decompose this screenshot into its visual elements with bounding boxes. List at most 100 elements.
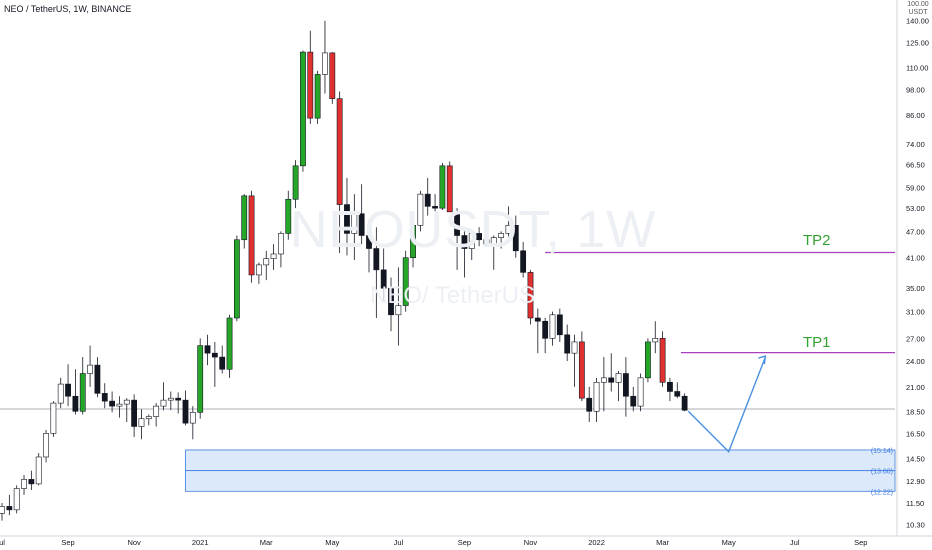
candle-body [211, 352, 218, 358]
candle [622, 357, 629, 417]
candle [109, 391, 115, 413]
candle-body [314, 74, 321, 119]
candle [21, 474, 27, 495]
candle-body [131, 399, 138, 427]
candle [43, 429, 49, 463]
candle-body [395, 305, 402, 316]
candle-body [674, 391, 681, 397]
candle-body [167, 397, 174, 401]
candle-body [439, 165, 446, 209]
price-tick-label: 35.00 [906, 284, 925, 293]
candle-body [43, 433, 49, 458]
support-zone-label: (13.60) [871, 469, 893, 476]
candle [189, 406, 196, 440]
candle-body [160, 399, 167, 407]
price-tick-label: 47.00 [906, 227, 925, 236]
candle [79, 357, 86, 415]
price-axis-unit: 100.00 USDT [906, 1, 930, 17]
candle-body [461, 235, 468, 249]
support-zone-label: (15.14) [871, 448, 893, 455]
time-tick-label: May [325, 538, 339, 547]
candle-body [226, 317, 233, 370]
price-tick-label: 18.50 [906, 407, 925, 416]
candle-body [388, 287, 394, 316]
price-tick-label: 110.00 [906, 63, 928, 72]
candle-body [94, 364, 101, 394]
candle-body [637, 377, 644, 407]
candle-body [123, 399, 130, 405]
candle [424, 177, 431, 216]
price-tick-label: 14.50 [906, 454, 925, 463]
price-tick-label: 125.00 [906, 39, 929, 48]
candles [0, 20, 688, 521]
candle [498, 231, 505, 249]
candle-body [233, 239, 240, 319]
price-tick-label: 21.00 [906, 383, 925, 392]
candle [211, 341, 218, 387]
candle [300, 50, 306, 172]
candle [534, 308, 541, 354]
time-tick-label: 2021 [192, 538, 209, 547]
candle [674, 382, 681, 399]
candle [72, 369, 79, 415]
candle-body [366, 235, 372, 249]
candle-body [329, 52, 336, 99]
candle [233, 235, 240, 322]
price-tick-label: 41.00 [906, 254, 925, 263]
candle [65, 364, 71, 407]
projection-arrowhead [758, 355, 767, 365]
candle-body [248, 195, 255, 276]
time-tick-label: May [722, 538, 736, 547]
time-tick-label: Nov [524, 538, 538, 547]
candle [490, 235, 497, 270]
candle-body [79, 373, 86, 412]
price-tick-label: 98.00 [906, 86, 925, 95]
price-tick-label: 66.50 [906, 160, 925, 169]
price-tick-label: 10.30 [906, 520, 925, 529]
tp1-label: TP1 [803, 334, 831, 351]
time-tick-label: Jul [394, 538, 404, 547]
candle-body [292, 165, 299, 200]
candle [630, 386, 637, 412]
candle [197, 338, 204, 419]
candle [659, 331, 666, 387]
candle [101, 383, 108, 409]
price-tick-label: 53.00 [906, 204, 925, 213]
candle [600, 357, 607, 412]
price-axis: 10.30 11.50 12.90 14.50 16.50 18.50 21.00 24.00… [896, 0, 932, 550]
price-tick-label: 140.00 [906, 17, 929, 26]
candle [351, 194, 358, 261]
candle-body [57, 383, 64, 404]
candle [608, 353, 615, 392]
candle [153, 403, 160, 427]
candle [615, 370, 622, 402]
candle [380, 248, 387, 300]
candle-body [424, 193, 431, 207]
candle [50, 401, 57, 437]
candle-body [263, 258, 270, 266]
candle-body [520, 250, 527, 273]
candle-body [153, 405, 160, 417]
candle-body [0, 506, 5, 514]
candle-body [630, 395, 637, 407]
candle-body [255, 264, 262, 276]
candle-body [300, 51, 306, 167]
candle-body [417, 193, 424, 226]
candle-body [13, 488, 20, 511]
candle-body [593, 381, 600, 412]
candle-body [28, 479, 35, 485]
support-zone-label: (12.22) [871, 489, 893, 496]
candle [204, 334, 211, 366]
candle [520, 241, 527, 278]
candle-body [527, 272, 534, 319]
candle-body [373, 248, 380, 271]
time-tick-label: Sep [458, 538, 471, 547]
candle [402, 250, 409, 312]
price-tick-label: 24.00 [906, 357, 925, 366]
price-tick-label: 12.90 [906, 477, 925, 486]
candle-body [476, 233, 482, 241]
candle [57, 377, 64, 409]
support-zone-upper [185, 449, 896, 472]
candle-body [615, 373, 622, 383]
